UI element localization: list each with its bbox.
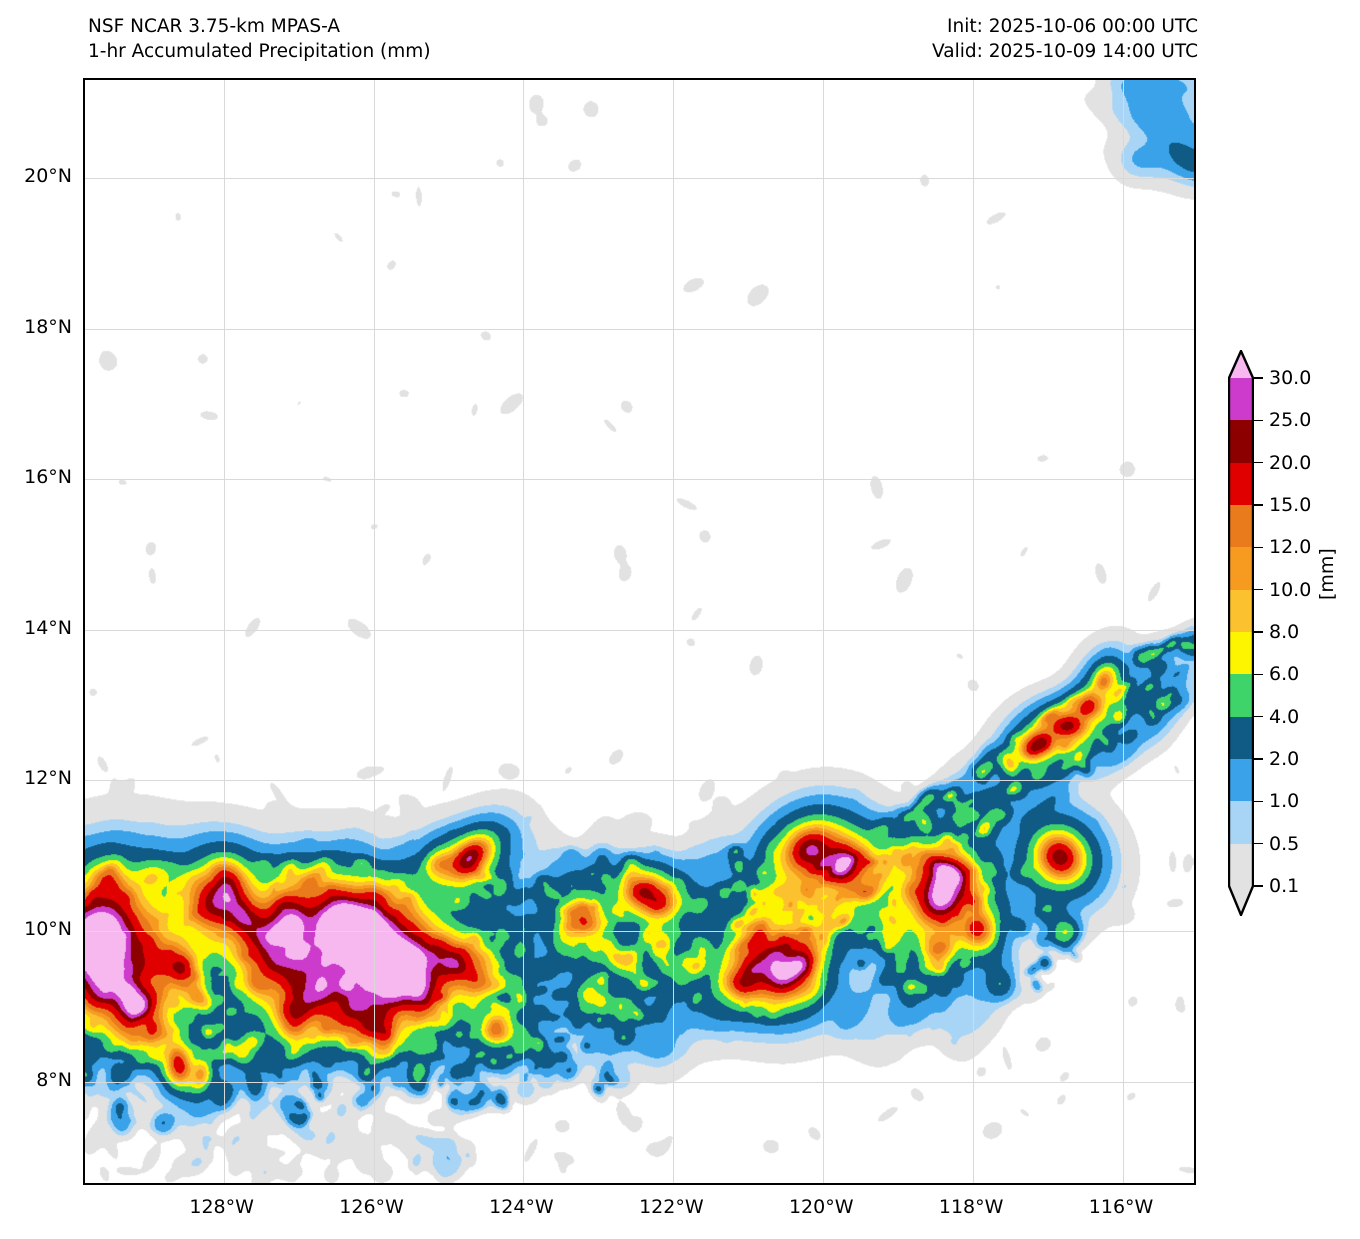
gridline-lon [523,80,525,1183]
model-title: NSF NCAR 3.75-km MPAS-A [88,16,340,37]
y-tick-label: 12°N [24,767,72,790]
gridline-lon [673,80,675,1183]
colorbar-band [1228,505,1254,548]
colorbar-tick-label: 8.0 [1269,621,1300,643]
x-tick-label: 128°W [189,1196,254,1218]
colorbar-tick [1254,419,1263,422]
x-tick-label: 124°W [489,1196,554,1218]
gridline-lon [223,80,225,1183]
colorbar-tick [1254,546,1263,549]
colorbar-tick-label: 15.0 [1269,494,1312,516]
colorbar-tick-label: 2.0 [1269,748,1300,770]
valid-time: Valid: 2025-10-09 14:00 UTC [932,41,1198,62]
colorbar-tick [1254,461,1263,464]
colorbar-band [1228,420,1254,463]
colorbar-band [1228,843,1254,886]
colorbar-tick-label: 6.0 [1269,663,1300,686]
gridline-lat [85,780,1194,782]
colorbar-tick [1254,842,1263,845]
colorbar-tick-label: 10.0 [1269,578,1312,601]
colorbar-tick [1254,504,1263,506]
colorbar-tick-label: 25.0 [1269,409,1312,432]
gridline-lat [85,479,1194,481]
x-tick-label: 120°W [788,1196,854,1218]
colorbar-band [1228,547,1254,590]
gridline-lat [85,1081,1194,1083]
gridline-lat [85,328,1194,330]
colorbar-tick-label: 20.0 [1269,451,1312,474]
gridline-lat [85,629,1194,631]
colorbar-tick [1254,885,1263,887]
colorbar-outline [1228,350,1254,916]
x-tick-label: 122°W [639,1196,704,1218]
y-tick-label: 16°N [24,466,72,489]
map-plot-area[interactable] [83,78,1196,1185]
precipitation-field [85,80,1194,1183]
x-tick-label: 116°W [1088,1196,1154,1218]
y-tick-label: 10°N [24,917,72,940]
y-tick-label: 14°N [24,616,72,639]
colorbar-arrow-top [1228,350,1254,378]
colorbar-tick [1254,673,1263,676]
gridline-lon [1123,80,1125,1183]
colorbar-band [1228,674,1254,717]
colorbar-tick-label: 0.5 [1269,832,1300,855]
colorbar-band [1228,632,1254,675]
gridline-lon [373,80,375,1183]
colorbar-tick-label: 12.0 [1269,536,1312,559]
header-right: Init: 2025-10-06 00:00 UTC Valid: 2025-1… [932,14,1198,64]
colorbar-band [1228,759,1254,802]
gridline-lat [85,930,1194,932]
colorbar-arrow-bottom [1228,886,1254,916]
gridline-lat [85,177,1194,179]
colorbar-tick [1254,758,1263,760]
colorbar-tick [1254,715,1263,718]
gridline-lon [973,80,975,1183]
gridline-lon [823,80,825,1183]
colorbar-tick [1254,800,1263,803]
colorbar-tick-label: 4.0 [1269,705,1300,728]
colorbar-tick [1254,377,1263,379]
y-tick-label: 18°N [24,315,72,338]
header-left: NSF NCAR 3.75-km MPAS-A 1-hr Accumulated… [88,14,431,64]
x-tick-label: 126°W [339,1196,404,1218]
colorbar-tick-label: 30.0 [1269,367,1312,389]
colorbar-band [1228,589,1254,632]
colorbar-tick-label: 0.1 [1269,875,1300,897]
y-tick-label: 8°N [36,1068,72,1091]
colorbar[interactable]: 0.1 0.5 1.0 2.0 4.0 6.0 8.0 10.0 12.0 15.0 20.0 25.… [1228,350,1311,916]
colorbar-tick [1254,588,1263,591]
init-time: Init: 2025-10-06 00:00 UTC [947,16,1198,37]
x-tick-label: 118°W [938,1196,1004,1218]
colorbar-tick-label: 1.0 [1269,790,1300,813]
colorbar-band [1228,716,1254,759]
field-title: 1-hr Accumulated Precipitation (mm) [88,41,431,62]
y-tick-label: 20°N [24,164,72,187]
colorbar-band [1228,462,1254,505]
colorbar-band [1228,378,1254,421]
colorbar-band [1228,801,1254,844]
colorbar-units-label: [mm] [1316,548,1338,600]
colorbar-tick [1254,631,1263,633]
